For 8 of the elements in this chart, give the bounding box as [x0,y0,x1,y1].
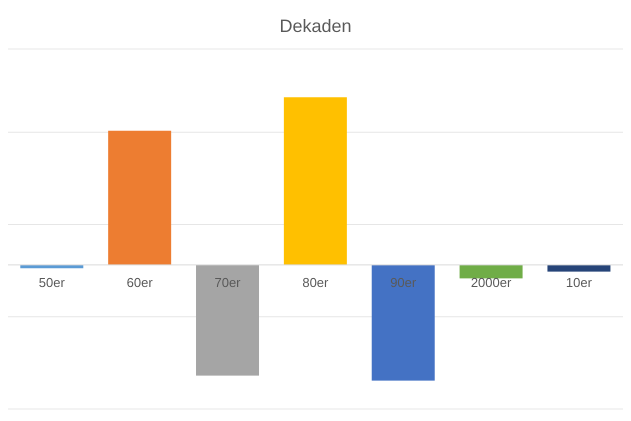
x-tick-label: 60er [126,274,154,290]
x-tick-label: 90er [390,274,417,290]
x-tick-label: 50er [38,274,66,290]
chart-title: Dekaden [278,15,353,38]
x-tick-label: 70er [214,274,242,290]
x-tick-label: 2000er [470,274,512,290]
x-tick-label: 10er [566,274,593,290]
x-tick-label: 80er [302,274,330,290]
